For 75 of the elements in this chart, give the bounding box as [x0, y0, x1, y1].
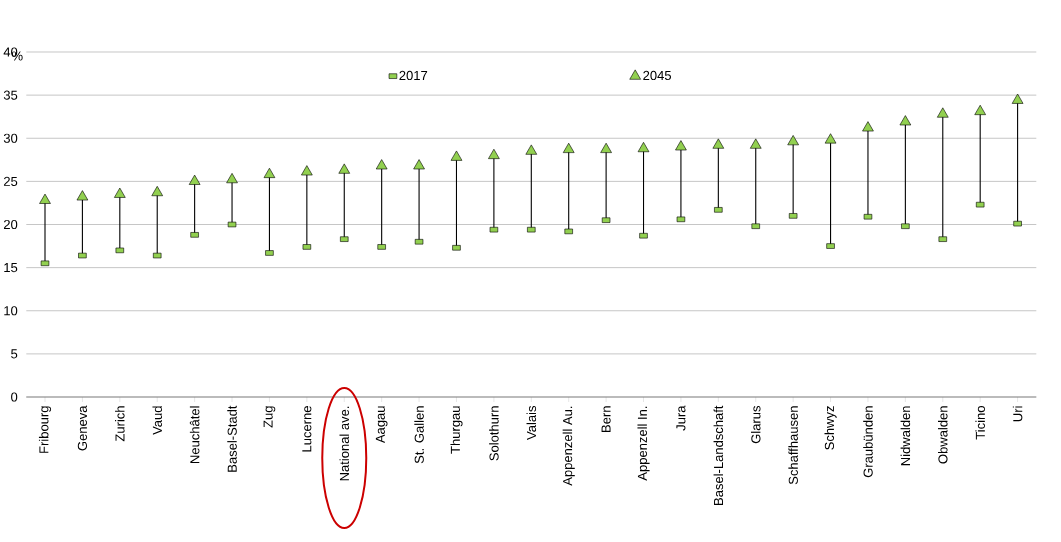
x-tick-label: Appenzell Au.: [562, 406, 575, 486]
y-tick-label: 5: [11, 349, 18, 359]
point: [76, 190, 89, 201]
x-tick-label: Uri: [1012, 406, 1023, 422]
x-tick-label: Zurich: [115, 406, 125, 442]
point: [78, 252, 87, 259]
point: [975, 201, 985, 208]
y-tick-label: 15: [4, 263, 18, 273]
x-tick-label: Schaffhausen: [788, 406, 798, 485]
point: [151, 185, 163, 197]
x-tick-label: Solothurn: [489, 406, 499, 461]
x-tick-label: Aagau: [375, 406, 388, 444]
x-tick-label: Obwalden: [938, 406, 948, 464]
x-tick-label: St. Gallen: [414, 406, 424, 464]
x-tick-label: Schwyz: [824, 406, 837, 450]
y-tick-label: 30: [3, 133, 18, 143]
y-tick-label: 25: [3, 176, 18, 186]
point: [338, 163, 351, 174]
point: [787, 135, 799, 146]
point: [525, 144, 538, 155]
point: [489, 226, 499, 233]
point: [562, 142, 575, 153]
point: [899, 115, 912, 126]
x-tick-label: National ave.: [339, 406, 350, 481]
x-tick-label: Appenzell In.: [637, 406, 650, 481]
point: [450, 150, 463, 161]
x-tick-label: Vaud: [152, 406, 162, 435]
point: [862, 121, 874, 132]
point: [153, 252, 162, 259]
point: [413, 159, 425, 170]
y-tick-label: 35: [3, 90, 18, 100]
point: [40, 260, 50, 267]
point: [676, 216, 686, 223]
point: [749, 138, 762, 149]
y-tick-label: 0: [11, 392, 18, 402]
x-tick-label: Nidwalden: [900, 406, 911, 466]
x-tick-label: Basel-Stadt: [227, 405, 237, 472]
point: [974, 104, 986, 115]
x-tick-label: Neuchâtel: [189, 406, 200, 463]
point: [564, 228, 573, 235]
y-tick-label: 10: [4, 306, 18, 316]
point: [527, 226, 536, 233]
point: [263, 167, 276, 178]
x-tick-label: Jura: [676, 405, 686, 431]
x-tick-label: Fribourg: [38, 406, 52, 453]
point: [637, 142, 650, 153]
x-tick-label: Zug: [263, 406, 276, 428]
point: [375, 159, 388, 170]
point: [675, 140, 687, 151]
point: [227, 221, 237, 228]
x-tick-label: Bern: [601, 406, 611, 432]
x-tick-label: Lucerne: [302, 406, 312, 452]
x-tick-label: Geneva: [77, 405, 88, 451]
point: [600, 142, 612, 153]
point: [937, 107, 949, 118]
y-tick-label: 20: [3, 219, 18, 230]
point: [188, 174, 201, 185]
point: [488, 148, 500, 159]
legend-label: 2045: [643, 70, 672, 81]
x-tick-label: Ticino: [975, 406, 985, 440]
point: [1013, 220, 1022, 227]
point: [114, 187, 126, 198]
x-tick-label: Graubünden: [863, 406, 873, 478]
x-tick-label: Basel-Landschaft: [713, 405, 724, 505]
point: [824, 133, 837, 144]
point: [712, 138, 725, 149]
point: [1011, 93, 1024, 104]
x-tick-label: Glarus: [750, 405, 761, 444]
point: [115, 247, 125, 254]
point: [226, 173, 238, 184]
point: [301, 165, 313, 176]
x-tick-label: Valais: [526, 405, 537, 440]
point: [39, 193, 51, 204]
x-tick-label: Thurgau: [450, 406, 463, 454]
legend-label: 2017: [399, 70, 428, 81]
